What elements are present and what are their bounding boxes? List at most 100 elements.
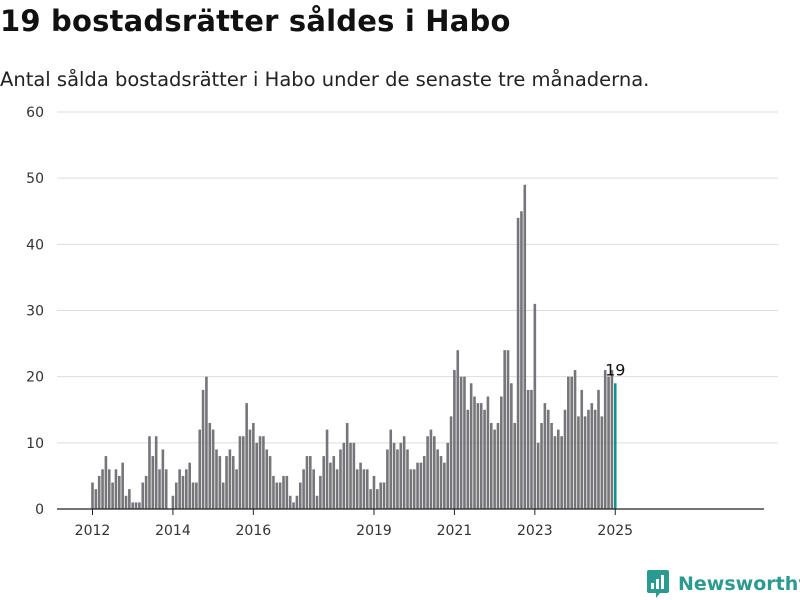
- y-tick-label: 30: [26, 304, 44, 320]
- bar: [148, 436, 151, 509]
- bar: [453, 370, 456, 509]
- bar: [312, 469, 315, 509]
- chart-title: 19 bostadsrätter såldes i Habo: [0, 4, 511, 38]
- bar: [372, 475, 376, 509]
- bar: [476, 403, 480, 509]
- bar: [365, 469, 369, 509]
- bar: [369, 489, 372, 509]
- bar: [345, 422, 349, 509]
- bar: [506, 350, 510, 509]
- bar: [597, 389, 600, 509]
- bar: [463, 376, 466, 509]
- bar: [503, 350, 506, 509]
- bar: [134, 502, 138, 509]
- bar: [178, 469, 181, 509]
- bar: [255, 442, 258, 509]
- bar: [382, 482, 386, 509]
- bar: [376, 489, 379, 509]
- bar: [556, 429, 560, 509]
- bar: [607, 376, 610, 509]
- bar: [563, 409, 567, 509]
- bar: [583, 416, 587, 509]
- bar: [252, 422, 255, 509]
- data-label-latest: 19: [605, 360, 625, 379]
- x-tick-label: 2023: [517, 523, 553, 539]
- bar: [352, 442, 356, 509]
- bar: [546, 409, 550, 509]
- bar: [211, 429, 215, 509]
- bar: [342, 442, 346, 509]
- bar: [97, 475, 101, 509]
- bar: [285, 475, 289, 509]
- bar: [439, 456, 443, 509]
- bar: [201, 389, 205, 509]
- bar: [302, 469, 305, 509]
- y-tick-label: 0: [35, 502, 44, 518]
- y-tick-label: 60: [26, 105, 44, 121]
- bar: [560, 436, 563, 509]
- bar: [570, 376, 573, 509]
- bar: [188, 462, 191, 509]
- bar: [399, 442, 403, 509]
- bar: [248, 429, 252, 509]
- bar: [500, 396, 503, 509]
- bar: [516, 217, 520, 509]
- bar: [379, 482, 382, 509]
- bar: [141, 482, 145, 509]
- bar: [456, 350, 460, 509]
- bar: [543, 403, 547, 509]
- bar: [530, 389, 533, 509]
- bar: [215, 449, 218, 509]
- bar: [265, 449, 269, 509]
- bar: [225, 456, 228, 509]
- bar: [533, 303, 537, 509]
- bar: [396, 449, 399, 509]
- bar: [231, 456, 235, 509]
- bar: [221, 482, 225, 509]
- bar: [258, 436, 262, 509]
- brand-name: Newsworthy: [678, 573, 800, 595]
- bar: [319, 475, 322, 509]
- bar: [208, 422, 212, 509]
- bar: [449, 416, 453, 509]
- bar: [489, 422, 493, 509]
- brand-logo: Newsworthy: [646, 568, 800, 600]
- bar: [553, 436, 557, 509]
- bar: [309, 456, 312, 509]
- bar: [329, 462, 332, 509]
- bar: [536, 442, 540, 509]
- bar: [241, 436, 245, 509]
- bar: [171, 495, 175, 509]
- bar: [540, 422, 543, 509]
- bar: [550, 422, 553, 509]
- bar: [235, 469, 238, 509]
- bar: [124, 495, 128, 509]
- bar: [416, 462, 419, 509]
- bar: [426, 436, 429, 509]
- bar: [349, 442, 352, 509]
- bar: [218, 456, 222, 509]
- bar: [288, 495, 292, 509]
- grid-lines: [57, 111, 778, 444]
- bar: [181, 475, 185, 509]
- bar: [402, 436, 406, 509]
- bar: [526, 389, 530, 509]
- x-axis: 2012 2014 2016 2019 2021 2023 2025: [57, 508, 764, 539]
- bar: [479, 403, 483, 509]
- bar: [107, 469, 111, 509]
- bar: [422, 456, 426, 509]
- bar: [486, 396, 490, 509]
- bar: [389, 429, 393, 509]
- bar: [154, 436, 158, 509]
- y-axis: 0 10 20 30 40 50 60: [26, 105, 44, 518]
- x-tick-label: 2012: [75, 523, 111, 539]
- bar: [205, 376, 208, 509]
- bar: [104, 456, 108, 509]
- bar: [436, 449, 439, 509]
- bar: [577, 416, 580, 509]
- bar: [111, 482, 114, 509]
- bar: [386, 449, 389, 509]
- bar: [523, 184, 527, 509]
- bar: [355, 469, 359, 509]
